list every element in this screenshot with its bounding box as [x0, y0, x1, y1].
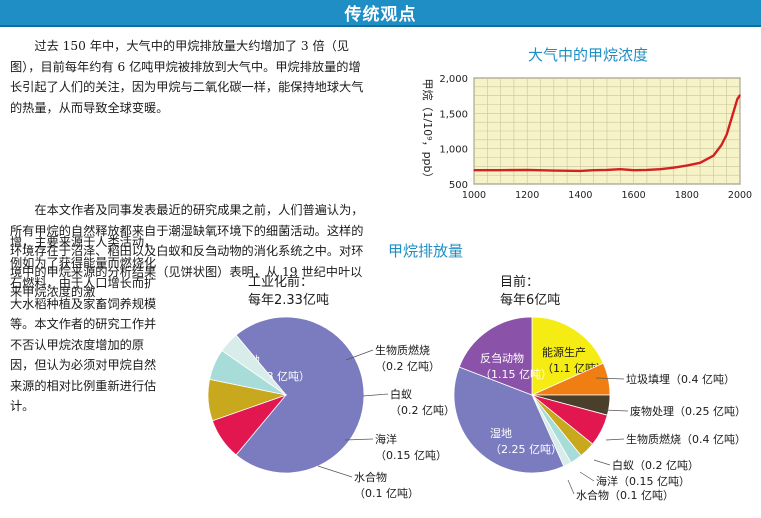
pie-slice-name: 生物质燃烧（0.4 亿吨）: [626, 432, 746, 446]
pie-leader-line: [605, 438, 625, 441]
pie-slice: [458, 316, 533, 396]
line-data-point: [712, 155, 715, 157]
pie-leader-line: [362, 393, 389, 397]
pie-slice-name: 垃圾填埋（0.4 亿吨）: [626, 372, 735, 386]
line-data-point: [646, 169, 648, 171]
pie-slice: [221, 334, 287, 396]
pie-slice: [531, 316, 604, 396]
pie-leader-line: [603, 409, 629, 412]
pie-leader-line: [345, 349, 374, 361]
pie-slice-name: 反刍动物: [480, 351, 524, 365]
section-header: 传统观点: [0, 0, 761, 27]
pie-slice-value: （0.2 亿吨）: [375, 360, 440, 373]
body-text-narrow: 增，主要来源于人类活动，例如为了获得能量而燃烧化石燃料，由于人口增长而扩大水稻种…: [10, 232, 158, 417]
pie-section-title: 甲烷排放量: [388, 242, 464, 260]
pie-leader-line: [593, 459, 611, 466]
line-chart-title: 大气中的甲烷浓度: [528, 46, 649, 64]
line-data-point: [606, 169, 608, 171]
pie-leader-line: [595, 377, 625, 380]
pie-slice: [453, 366, 565, 474]
methane-line-series: [474, 94, 742, 173]
body-text-wide: 在本文作者及同事发表最近的研究成果之前，人们普遍认为，所有甲烷的自然释放都来自于…: [10, 200, 368, 303]
line-data-point: [659, 168, 661, 170]
pie-leader-line: [567, 479, 575, 495]
x-tick-label: 1600: [622, 190, 646, 201]
line-data-point: [553, 169, 555, 172]
pie1-heading-total: 每年2.33亿吨: [248, 293, 329, 308]
pie1-heading-period: 工业化前：: [248, 275, 314, 290]
pie-slice-value: （0.1 亿吨）: [354, 487, 419, 500]
pie-leader-line: [317, 465, 353, 478]
line-data-point: [739, 94, 741, 96]
line-data-point: [579, 170, 582, 172]
paragraph-2-wide: 在本文作者及同事发表最近的研究成果之前，人们普遍认为，所有甲烷的自然释放都来自于…: [10, 203, 364, 299]
pie-slice-name: 能源生产: [542, 345, 586, 359]
y-tick-label: 1,500: [439, 109, 468, 120]
y-tick-label: 1,000: [439, 145, 468, 156]
pie-slice-name: 白蚁: [390, 387, 412, 401]
pie-slice-value: （1.15 亿吨）: [480, 368, 552, 381]
pie1-heading: 工业化前： 每年2.33亿吨: [248, 274, 329, 310]
line-data-point: [736, 98, 738, 100]
line-data-point: [699, 162, 701, 164]
pie-slice: [235, 316, 365, 474]
pie-leader-line: [579, 471, 595, 482]
pie-slice-name: 水合物: [354, 470, 387, 484]
line-data-point: [731, 116, 733, 118]
pie-slice-value: （0.2 亿吨）: [390, 404, 455, 417]
pie2-heading: 目前： 每年6亿吨: [500, 274, 560, 310]
pie-slice-name: 海洋（0.15 亿吨）: [596, 474, 690, 488]
y-tick-label: 2,000: [439, 74, 468, 85]
pie-slice-name: 湿地: [490, 427, 512, 440]
y-tick-label: 500: [449, 180, 468, 191]
intro-text: 过去 150 年中，大气中的甲烷排放量大约增加了 3 倍（见图），目前每年约有 …: [10, 36, 368, 118]
pie-slice-value: （2.25 亿吨）: [490, 443, 562, 456]
pie2-heading-total: 每年6亿吨: [500, 293, 561, 308]
x-tick-label: 1000: [462, 190, 486, 201]
pie-leader-line: [344, 438, 374, 441]
line-data-point: [686, 165, 688, 167]
pie2-heading-period: 目前：: [500, 275, 540, 290]
line-data-point: [720, 144, 722, 146]
x-tick-label: 2000: [728, 190, 752, 201]
line-data-point: [672, 167, 675, 169]
x-tick-label: 1200: [515, 190, 539, 201]
y-axis-label: 甲烷（1/10⁹，ppb）: [421, 78, 435, 183]
x-tick-label: 1800: [675, 190, 699, 201]
pie-slice-name: 生物质燃烧: [375, 343, 430, 357]
line-data-point: [619, 168, 621, 170]
pie-slice-name: 海洋: [375, 432, 397, 446]
line-data-point: [526, 169, 528, 171]
section-title: 传统观点: [344, 5, 417, 25]
line-data-point: [633, 169, 635, 171]
line-data-point: [593, 169, 595, 171]
pie-slice-name: 水合物（0.1 亿吨）: [576, 488, 674, 502]
line-data-point: [473, 169, 475, 171]
pie-slice-name: 白蚁（0.2 亿吨）: [612, 458, 699, 472]
paragraph-1: 过去 150 年中，大气中的甲烷排放量大约增加了 3 倍（见图），目前每年约有 …: [10, 39, 364, 115]
pie-slice-name: 废物处理（0.25 亿吨）: [630, 404, 746, 418]
line-data-point: [726, 133, 728, 136]
pie-slice-value: （0.15 亿吨）: [375, 449, 447, 462]
paragraph-2-narrow: 增，主要来源于人类活动，例如为了获得能量而燃烧化石燃料，由于人口增长而扩大水稻种…: [10, 235, 157, 413]
x-tick-label: 1400: [568, 190, 592, 201]
line-data-point: [500, 169, 502, 171]
